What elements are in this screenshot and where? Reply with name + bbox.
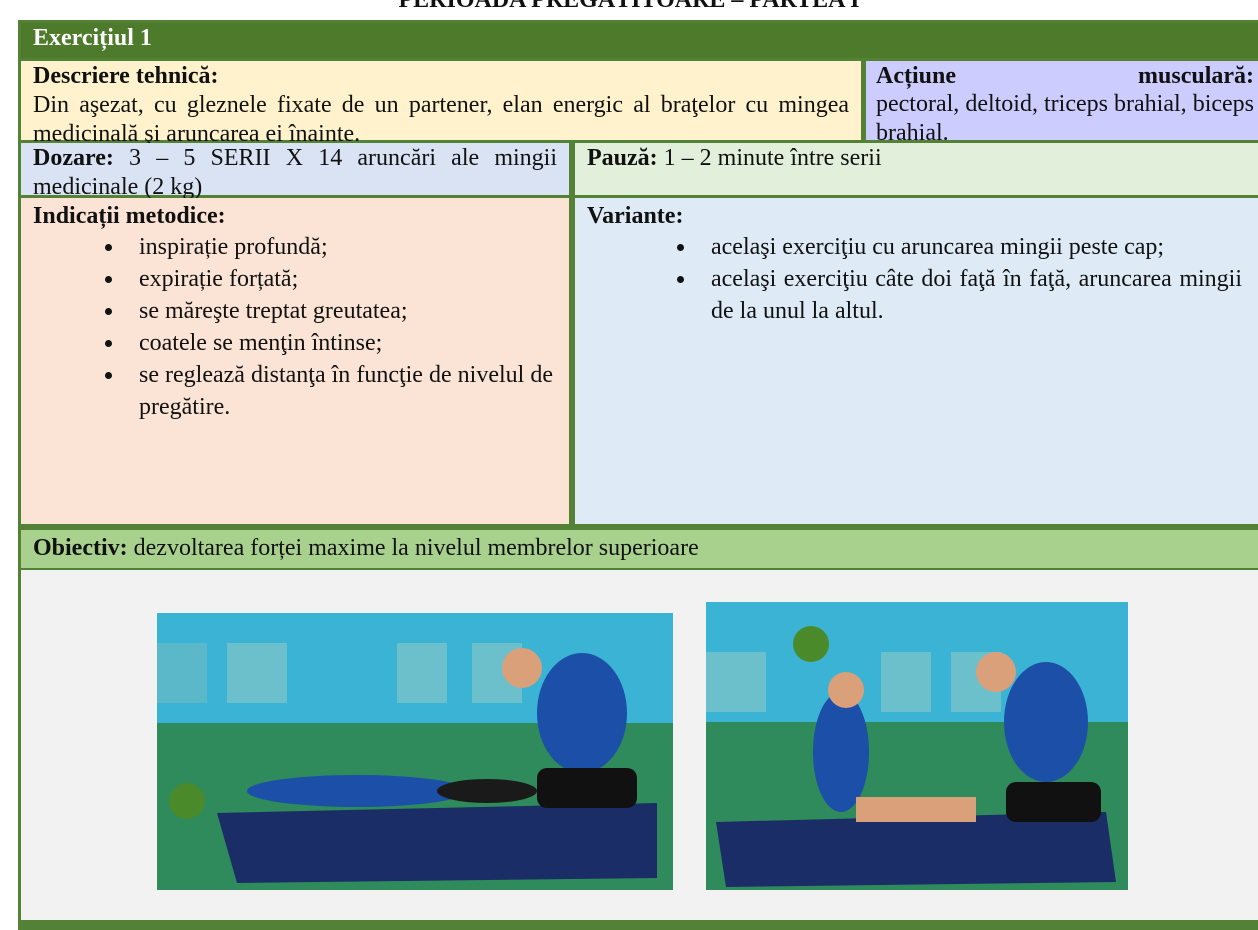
- indications-cell: Indicații metodice: inspirație profundă;…: [21, 198, 569, 524]
- label: Obiectiv:: [33, 535, 128, 561]
- list-item: inspirație profundă;: [125, 231, 553, 263]
- dosage-cell: Dozare: 3 – 5 SERII X 14 aruncări ale mi…: [21, 143, 569, 200]
- objective-cell: Obiectiv: dezvoltarea forței maxime la n…: [21, 530, 1258, 568]
- variants-list: acelaşi exerciţiu cu aruncarea mingii pe…: [587, 231, 1246, 327]
- list-item: acelaşi exerciţiu câte doi faţă în faţă,…: [697, 263, 1242, 327]
- list-item: expirație forțată;: [125, 263, 553, 295]
- label: Indicații metodice:: [33, 203, 226, 229]
- text: dezvoltarea forței maxime la nivelul mem…: [133, 535, 699, 561]
- list-item: se reglează distanţa în funcţie de nivel…: [125, 359, 553, 423]
- text: Din aşezat, cu gleznele fixate de un par…: [33, 92, 849, 147]
- description-cell: Descriere tehnică: Din aşezat, cu gleznel…: [21, 61, 861, 147]
- indications-list: inspirație profundă;expirație forțată;se…: [33, 231, 557, 423]
- text: 1 – 2 minute între serii: [663, 145, 882, 171]
- label: Variante:: [587, 203, 684, 229]
- variants-cell: Variante: acelaşi exerciţiu cu aruncarea…: [575, 198, 1258, 524]
- pause-cell: Pauză: 1 – 2 minute între serii: [575, 143, 1258, 195]
- list-item: acelaşi exerciţiu cu aruncarea mingii pe…: [697, 231, 1242, 263]
- label: Dozare:: [33, 145, 114, 171]
- label: Descriere tehnică:: [33, 63, 219, 89]
- muscle-text: pectoral, deltoid, triceps brahial, bice…: [866, 90, 1258, 146]
- exercise-title: Exercițiul 1: [33, 25, 152, 51]
- photo-sitting: [706, 602, 1128, 890]
- text: pectoral, deltoid, triceps brahial, bice…: [876, 91, 1254, 146]
- list-item: coatele se menţin întinse;: [125, 327, 553, 359]
- text: 3 – 5 SERII X 14 aruncări ale mingii med…: [33, 145, 557, 200]
- list-item: se măreşte treptat greutatea;: [125, 295, 553, 327]
- exercise-header: Exercițiul 1: [21, 23, 1258, 58]
- label: Pauză:: [587, 145, 658, 171]
- photo-lying: [157, 613, 673, 890]
- page-title: PERIOADA PREGĂTITOARE – PARTEA I: [398, 0, 860, 13]
- muscle-cell: Acțiune musculară:: [866, 61, 1258, 140]
- label: Acțiune musculară:: [876, 63, 1254, 89]
